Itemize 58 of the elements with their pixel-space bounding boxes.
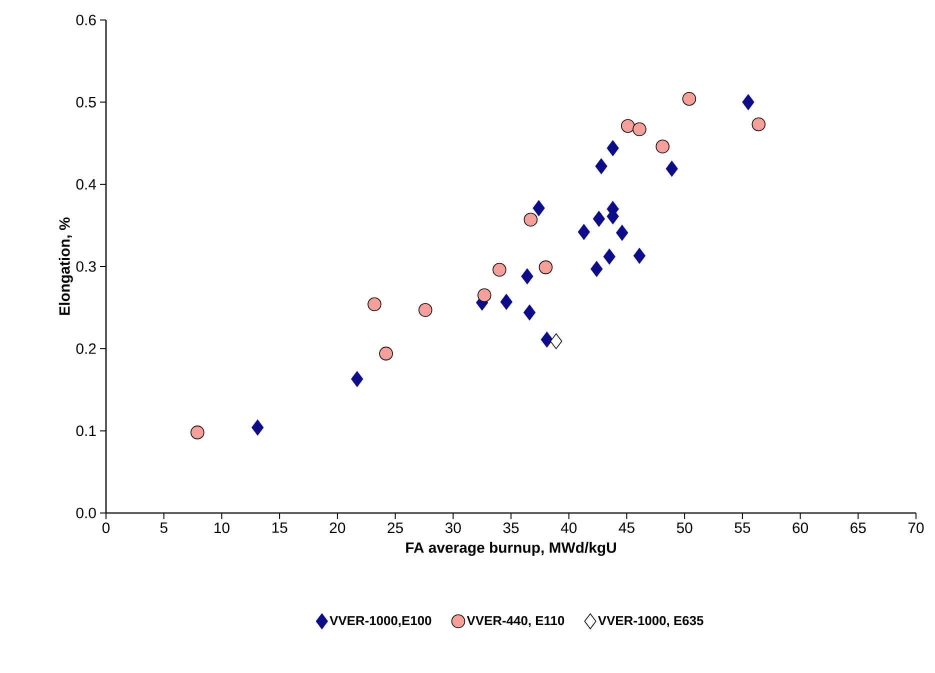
- y-tick-label: 0.2: [76, 343, 96, 354]
- y-tick-label: 0.0: [76, 508, 96, 518]
- point: [606, 140, 619, 156]
- point: [578, 224, 590, 240]
- x-tick-label: 55: [734, 522, 750, 533]
- point: [682, 92, 696, 106]
- point: [540, 332, 553, 348]
- point: [379, 346, 393, 360]
- point: [590, 261, 603, 277]
- point: [656, 140, 670, 154]
- x-tick-label: 35: [503, 522, 519, 534]
- x-tick-label: 50: [676, 522, 692, 534]
- point: [592, 210, 605, 227]
- y-tick-label: 0.5: [76, 96, 96, 108]
- point: [632, 122, 646, 136]
- point: [524, 212, 538, 227]
- x-axis-title: FA average burnup, MWd/kgU: [406, 542, 616, 556]
- point: [521, 268, 534, 284]
- x-tick-label: 0: [102, 522, 110, 534]
- point: [368, 297, 382, 312]
- x-tick-label: 60: [792, 522, 808, 534]
- x-tick-label: 65: [850, 522, 866, 534]
- x-tick-label: 25: [388, 522, 403, 534]
- y-tick-label: 0.6: [76, 14, 96, 26]
- y-tick-label: 0.4: [76, 179, 96, 190]
- point: [252, 420, 264, 436]
- x-tick-label: 20: [330, 522, 346, 534]
- point: [492, 262, 506, 277]
- point: [538, 260, 553, 274]
- point: [532, 200, 545, 216]
- legend-label: VVER-1000,E100: [330, 616, 432, 628]
- point: [620, 119, 635, 133]
- x-tick-label: 5: [160, 522, 168, 533]
- point: [550, 333, 562, 350]
- point: [603, 248, 616, 265]
- point: [742, 94, 754, 110]
- x-tick-label: 40: [560, 522, 577, 534]
- point: [351, 371, 364, 387]
- y-tick-label: 0.1: [76, 426, 96, 436]
- point: [666, 160, 678, 177]
- point: [633, 248, 646, 264]
- x-tick-label: 10: [214, 522, 230, 534]
- y-tick-label: 0.3: [76, 261, 96, 272]
- y-axis-title: Elongation, %: [58, 217, 73, 315]
- x-tick-label: 30: [445, 522, 461, 534]
- point: [616, 224, 628, 241]
- point: [190, 426, 204, 440]
- legend-label: VVER-1000, E635: [598, 616, 704, 628]
- x-tick-label: 15: [272, 522, 288, 533]
- point: [500, 294, 512, 310]
- point: [477, 288, 492, 302]
- point: [595, 158, 608, 174]
- x-tick-label: 70: [908, 522, 924, 534]
- point: [523, 304, 536, 320]
- legend-label: VVER-440, E110: [466, 616, 564, 628]
- x-tick-label: 45: [618, 522, 634, 533]
- point: [752, 117, 766, 132]
- point: [418, 303, 432, 317]
